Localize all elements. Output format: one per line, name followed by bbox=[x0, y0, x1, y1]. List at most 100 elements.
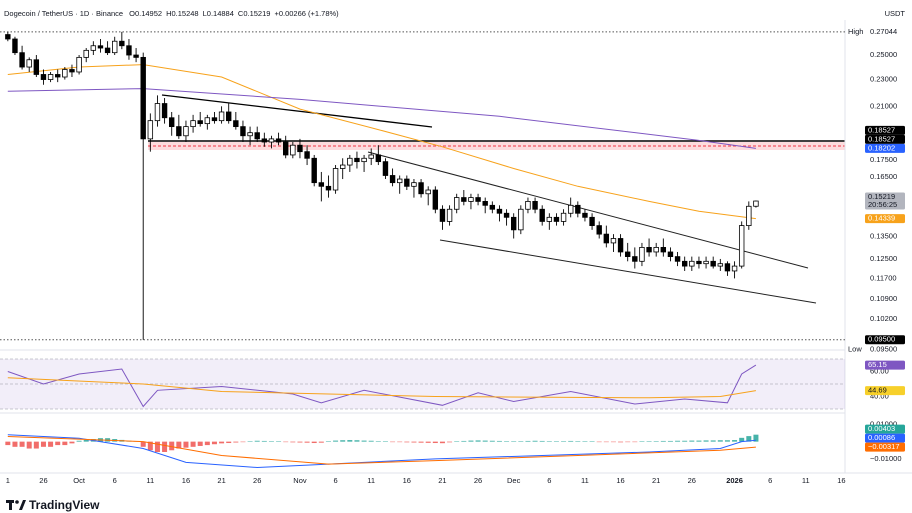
x-tick-label: Dec bbox=[507, 476, 521, 485]
candle-body bbox=[532, 201, 538, 210]
candle-body bbox=[746, 205, 752, 227]
macd-bar bbox=[204, 441, 210, 446]
candle-body bbox=[617, 238, 624, 253]
rsi-tick-label: 40.00 bbox=[870, 391, 889, 400]
ohlc-label: C bbox=[238, 9, 244, 18]
x-tick-label: 21 bbox=[652, 476, 660, 485]
low-text: Low bbox=[848, 345, 862, 354]
price-tag-label: 0.14339 bbox=[868, 214, 895, 223]
x-tick-label: 21 bbox=[438, 476, 446, 485]
candle-body bbox=[62, 69, 68, 78]
candle-body bbox=[283, 141, 289, 156]
candle-body bbox=[354, 157, 360, 163]
macd-bar bbox=[461, 440, 467, 442]
macd-bar bbox=[425, 441, 431, 443]
x-tick-label: 16 bbox=[403, 476, 411, 485]
price-tag bbox=[865, 192, 905, 210]
candle-body bbox=[674, 256, 681, 262]
price-tag-label: 44.69 bbox=[868, 386, 887, 395]
price-tag-label: 65.15 bbox=[868, 360, 887, 369]
macd-bar bbox=[368, 440, 374, 442]
candle-body bbox=[603, 233, 610, 244]
change: +0.00266 (+1.78%) bbox=[274, 9, 339, 18]
x-tick-label: 1 bbox=[6, 476, 10, 485]
candle-body bbox=[268, 138, 275, 143]
macd-bar bbox=[226, 441, 232, 444]
macd-bar bbox=[154, 441, 160, 452]
candle-body bbox=[169, 117, 175, 128]
candle-body bbox=[453, 197, 460, 210]
x-tick-label: 2026 bbox=[726, 476, 743, 485]
candle-body bbox=[218, 111, 225, 122]
macd-bar bbox=[176, 441, 182, 449]
candle-body bbox=[553, 216, 560, 222]
x-tick-label: 11 bbox=[367, 476, 375, 485]
ohlc-value: 0.14952 bbox=[135, 9, 162, 18]
candle-body bbox=[347, 157, 353, 166]
header: Dogecoin / TetherUS · 1D · Binance O 0.14… bbox=[4, 9, 339, 18]
candle-body bbox=[275, 138, 282, 143]
candle-body bbox=[69, 69, 75, 73]
macd-bar bbox=[525, 440, 531, 442]
candle-body bbox=[646, 247, 652, 253]
candle-body bbox=[660, 247, 667, 253]
candle-body bbox=[55, 74, 61, 78]
candle-body bbox=[332, 168, 339, 191]
x-tick-label: 26 bbox=[39, 476, 47, 485]
moving-average bbox=[7, 88, 756, 149]
candle-body bbox=[261, 138, 268, 143]
macd-bar bbox=[404, 441, 410, 443]
candle-body bbox=[639, 247, 645, 262]
high-text: High bbox=[848, 27, 863, 36]
macd-bar bbox=[76, 440, 82, 442]
candle-body bbox=[133, 54, 139, 58]
y-tick-label: 0.21000 bbox=[870, 101, 897, 110]
price-tag-label: 0.18527 bbox=[868, 125, 895, 134]
macd-bar bbox=[482, 440, 488, 442]
macd-bar bbox=[19, 441, 25, 447]
candle-body bbox=[738, 225, 745, 267]
low-value: 0.09500 bbox=[870, 345, 897, 354]
price-tag bbox=[865, 214, 905, 224]
macd-bar bbox=[504, 441, 510, 442]
macd-bar bbox=[539, 440, 545, 442]
candle-body bbox=[197, 120, 203, 125]
macd-bar bbox=[397, 441, 403, 443]
price-tag bbox=[865, 125, 905, 135]
macd-bar bbox=[632, 441, 638, 443]
currency: USDT bbox=[885, 9, 906, 18]
macd-bar bbox=[489, 440, 495, 442]
price-tag-label: 0.00403 bbox=[868, 424, 895, 433]
candle-body bbox=[311, 157, 317, 184]
y-tick-label: 0.11700 bbox=[870, 273, 897, 282]
candle-body bbox=[724, 263, 731, 272]
candle-body bbox=[147, 120, 154, 140]
y-tick-label: 0.23000 bbox=[870, 75, 897, 84]
price-tag bbox=[865, 442, 905, 452]
candle-body bbox=[753, 200, 759, 207]
candle-body bbox=[375, 154, 382, 163]
macd-bar bbox=[675, 440, 681, 442]
rsi-line bbox=[7, 364, 757, 408]
logo: TradingView bbox=[6, 498, 100, 512]
macd-bar bbox=[211, 441, 217, 445]
candle-body bbox=[140, 56, 146, 140]
macd-bar bbox=[325, 441, 331, 442]
macd-bar bbox=[618, 441, 624, 443]
high-value: 0.27044 bbox=[870, 27, 897, 36]
macd-bar bbox=[162, 441, 168, 452]
candle-body bbox=[681, 260, 688, 267]
x-tick-label: Oct bbox=[73, 476, 86, 485]
candle-body bbox=[397, 178, 403, 184]
macd-bar bbox=[26, 441, 32, 449]
macd-bar bbox=[682, 440, 688, 442]
macd-bar bbox=[553, 441, 559, 442]
y-tick-label: 0.10900 bbox=[870, 294, 897, 303]
candle-body bbox=[703, 260, 709, 265]
macd-bar bbox=[240, 441, 246, 443]
macd-bar bbox=[48, 441, 54, 447]
price-tag-label: −0.00317 bbox=[868, 442, 900, 451]
ohlc-label: O bbox=[129, 9, 135, 18]
macd-bar bbox=[347, 440, 353, 442]
price-tag bbox=[865, 360, 905, 370]
